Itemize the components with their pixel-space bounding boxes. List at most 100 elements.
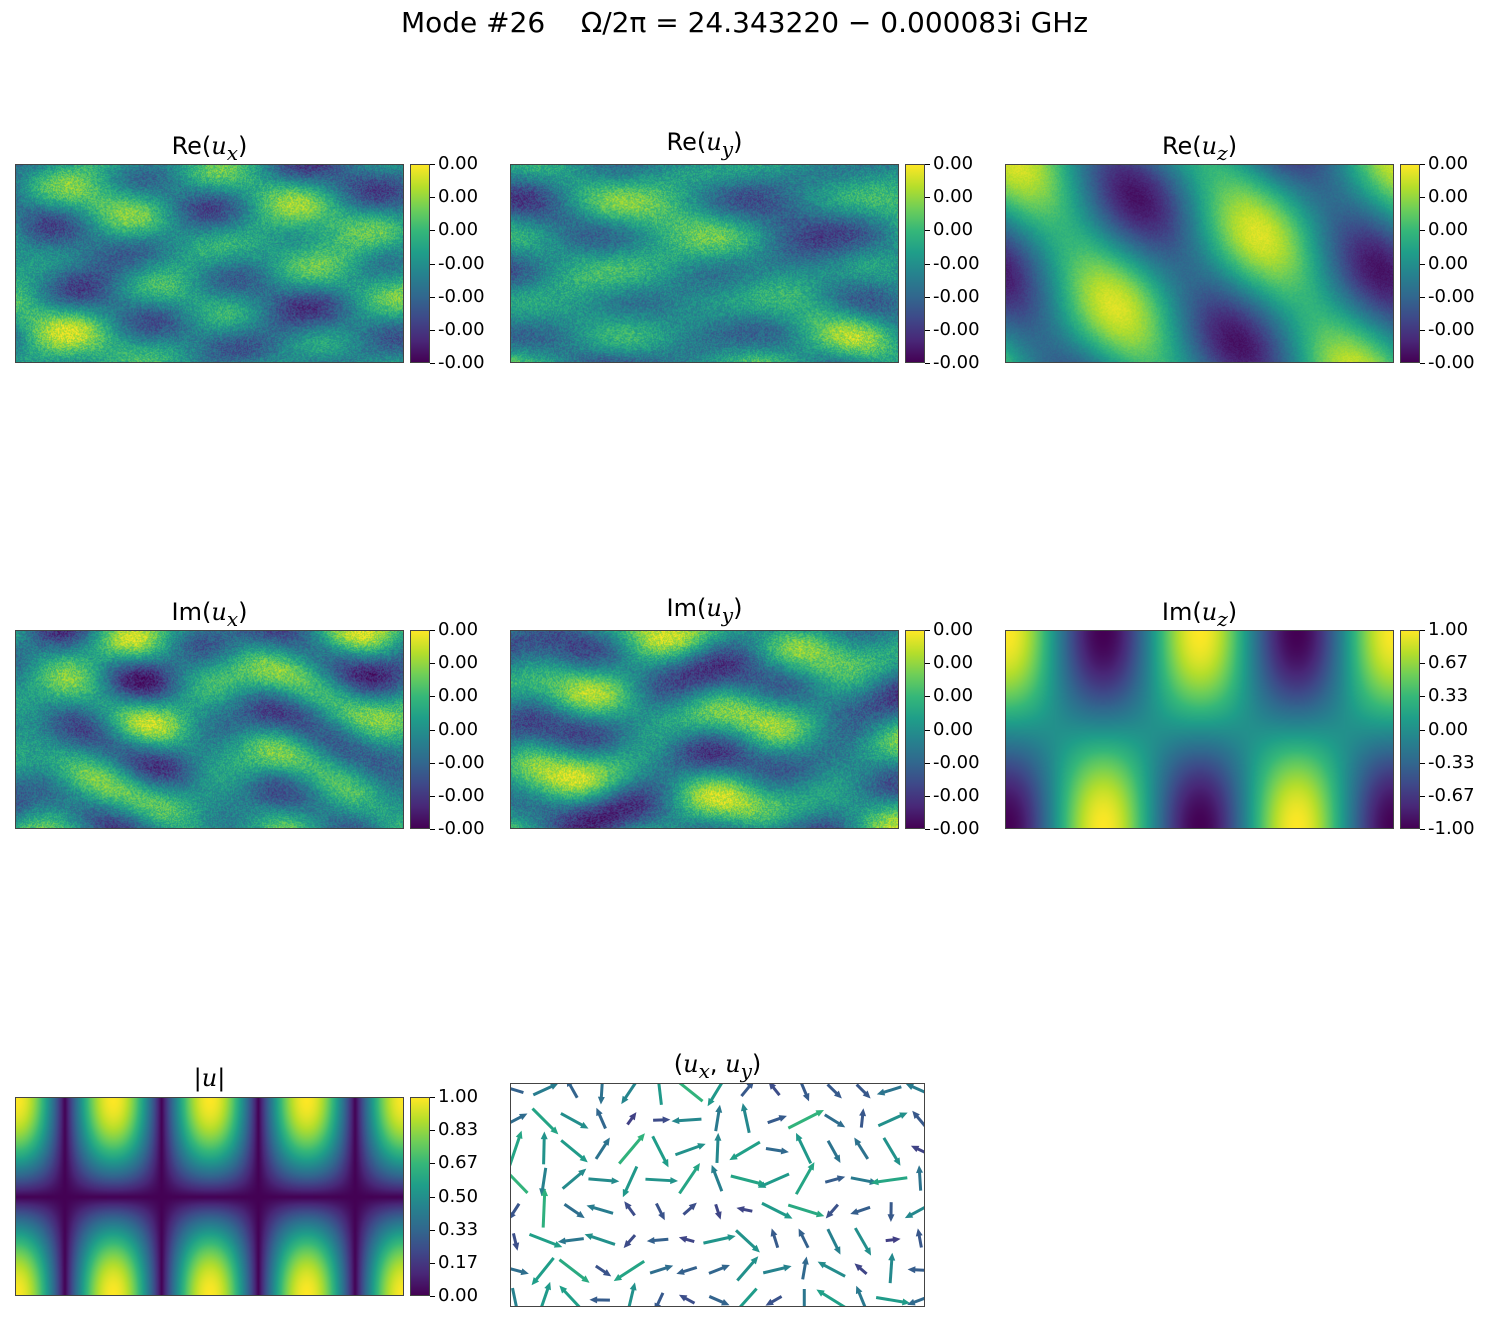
colorbar-tick: 0.00: [924, 619, 974, 640]
colorbar-tick: 1.00: [1419, 619, 1469, 640]
quiver-arrowhead: [836, 1175, 846, 1183]
colorbar-tick: 0.00: [429, 219, 479, 241]
quiver-arrow: [528, 1232, 559, 1248]
quiver-arrow: [877, 1112, 905, 1128]
quiver-arrowhead: [692, 1163, 701, 1172]
colorbar-tick: 0.00: [429, 652, 479, 674]
quiver-arrow: [532, 1083, 556, 1097]
quiver-arrowhead: [580, 1121, 589, 1129]
quiver-arrow: [711, 1168, 724, 1192]
colorbar-tick: -0.00: [925, 751, 980, 773]
quiver-arrow: [736, 1258, 757, 1282]
quiver-arrow: [560, 1139, 586, 1161]
quiver-arrow: [678, 1165, 699, 1195]
quiver-arrowhead: [661, 1158, 669, 1168]
quiver-arrowhead: [833, 1154, 841, 1163]
quiver-arrowhead: [802, 1092, 810, 1102]
quiver-arrowhead: [579, 1154, 588, 1163]
quiver-arrowhead: [907, 1298, 916, 1306]
quiver-arrowhead: [576, 1210, 585, 1219]
quiver-arrowhead: [671, 1117, 680, 1125]
quiver-arrow: [540, 1167, 548, 1193]
quiver-arrow: [714, 1108, 721, 1132]
colorbar-tick: 0.00: [1419, 186, 1469, 208]
colorbar-im-ux: [410, 630, 430, 829]
colorbar-tick: 0.50: [429, 1185, 479, 1207]
quiver-arrowhead: [715, 1104, 723, 1113]
quiver-arrowhead: [664, 1264, 674, 1272]
quiver-arrowhead: [707, 1097, 715, 1107]
quiver-arrow: [508, 1134, 522, 1166]
quiver-arrowhead: [825, 1210, 834, 1219]
quiver-arrow: [874, 1176, 908, 1184]
quiver-arrow: [542, 1135, 546, 1165]
quiver-arrowhead: [512, 1242, 520, 1251]
quiver-arrow: [588, 1177, 616, 1183]
quiver-arrowhead: [892, 1236, 901, 1244]
quiver-arrowhead: [611, 1177, 620, 1185]
colorbar-tick: -0.00: [430, 818, 485, 839]
heatmap-re-uz: [1005, 164, 1394, 363]
quiver-arrow: [674, 1143, 703, 1157]
quiver-arrow: [882, 1137, 900, 1163]
quiver-arrowhead: [796, 1132, 803, 1142]
quiver-arrow: [511, 1287, 519, 1313]
colorbar-tick: 0.00: [924, 718, 974, 740]
quiver-arrow: [826, 1139, 840, 1161]
quiver-arrowhead: [584, 1233, 594, 1241]
quiver-arrowhead: [697, 1143, 706, 1150]
quiver-arrowhead: [905, 1083, 915, 1090]
quiver-arrow: [917, 1169, 923, 1191]
quiver-arrowhead: [757, 1181, 767, 1188]
quiver-arrowhead: [751, 1244, 760, 1253]
colorbar-tick: -0.00: [1420, 285, 1475, 307]
quiver-arrowhead: [602, 1137, 610, 1146]
quiver-arrowhead: [907, 1266, 916, 1274]
colorbar-tick: 0.00: [429, 153, 479, 174]
quiver-arrowhead: [768, 1081, 777, 1090]
quiver-arrowhead: [750, 1256, 759, 1265]
quiver-arrow: [850, 1176, 874, 1184]
heatmap-abs-u: [15, 1097, 404, 1296]
quiver-arrowhead: [770, 1228, 778, 1237]
quiver-arrow: [880, 1085, 902, 1095]
quiver-arrowhead: [901, 1298, 911, 1306]
title-im-uz: Im(uz): [1161, 598, 1238, 631]
heatmap-im-uy: [510, 630, 899, 829]
quiver-arrowhead: [784, 1212, 793, 1219]
colorbar-tick: -0.00: [925, 352, 980, 373]
heatmap-im-ux: [15, 630, 404, 829]
colorbar-tick: -0.00: [430, 352, 485, 373]
quiver-arrowhead: [815, 1109, 824, 1117]
colorbar-tick: 0.00: [429, 619, 479, 640]
quiver-arrowhead: [714, 1132, 722, 1141]
quiver-arrowhead: [541, 1188, 549, 1197]
quiver-arrowhead: [670, 1177, 679, 1185]
quiver-arrowhead: [783, 1264, 792, 1272]
quiver-arrowhead: [629, 1282, 637, 1291]
quiver-arrow: [675, 1117, 702, 1123]
quiver-arrowhead: [850, 1208, 859, 1215]
quiver-arrowhead: [721, 1298, 730, 1306]
quiver-arrowhead: [888, 1252, 896, 1261]
quiver-arrowhead: [688, 1202, 697, 1211]
colorbar-tick: -0.00: [430, 252, 485, 274]
title-quiver: (ux, uy): [673, 1050, 762, 1083]
colorbar-tick: 0.00: [1419, 718, 1469, 740]
quiver-arrowhead: [912, 1110, 920, 1119]
quiver-arrow: [618, 1135, 644, 1165]
quiver-arrowhead: [646, 1236, 655, 1244]
quiver-arrowhead: [559, 1285, 568, 1294]
quiver-arrowhead: [876, 1088, 886, 1096]
colorbar-tick: 0.00: [1419, 252, 1469, 274]
quiver-arrow: [875, 1296, 907, 1304]
quiver-arrowhead: [557, 1237, 566, 1245]
quiver-arrow: [645, 1177, 674, 1183]
colorbar-re-uz: [1400, 164, 1420, 363]
colorbar-tick: -0.00: [925, 784, 980, 806]
quiver-arrowhead: [676, 1268, 685, 1275]
quiver-arrowhead: [597, 1096, 605, 1105]
quiver-arrow: [794, 1165, 814, 1195]
quiver-arrow: [561, 1237, 584, 1243]
quiver-arrow: [730, 1174, 763, 1186]
